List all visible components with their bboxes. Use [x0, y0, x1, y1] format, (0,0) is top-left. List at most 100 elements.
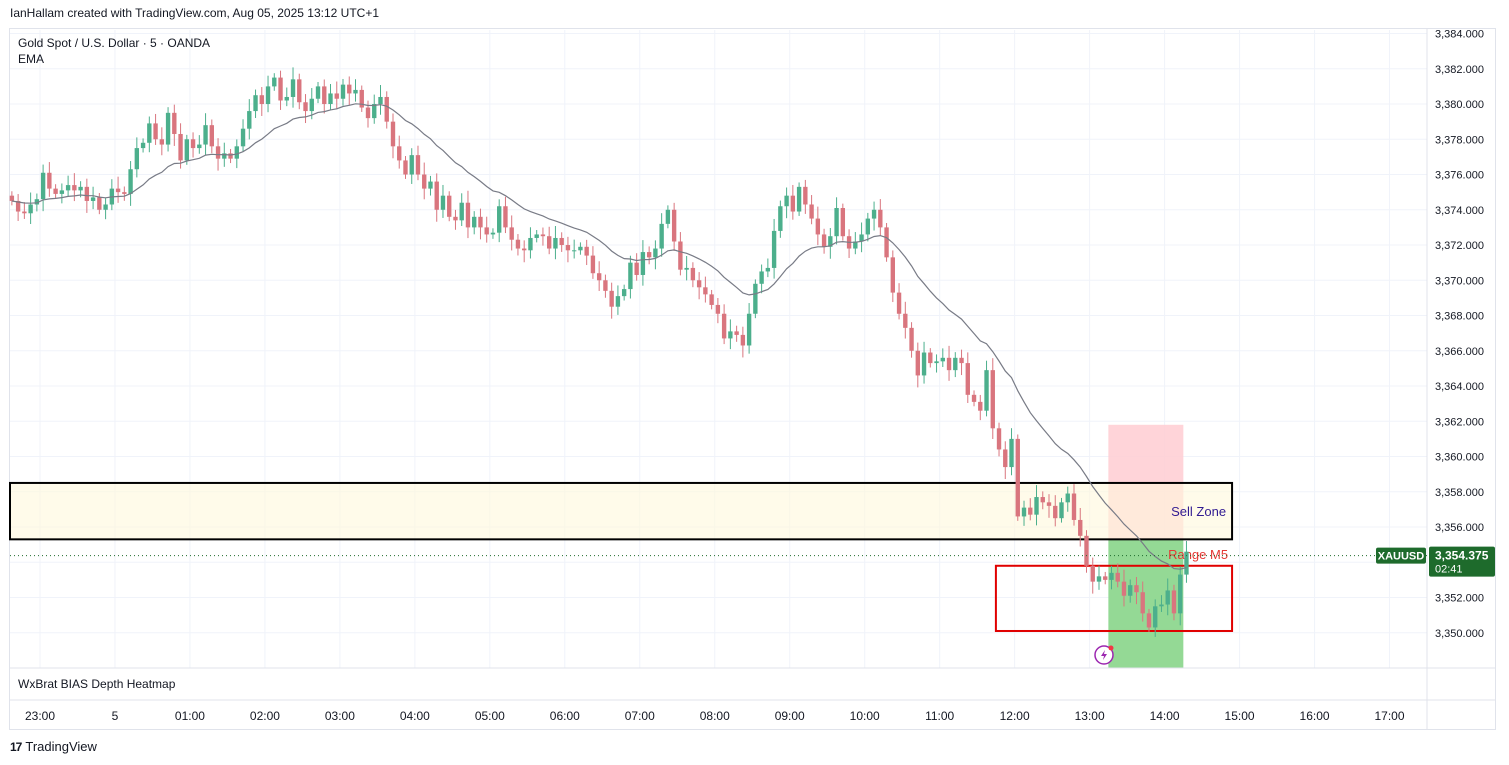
candle-body — [422, 174, 427, 189]
candle-body — [1109, 572, 1114, 580]
x-tick-label: 15:00 — [1225, 709, 1255, 723]
indicator-label[interactable]: EMA — [18, 52, 45, 66]
candle-body — [740, 334, 746, 346]
candle-body — [72, 185, 77, 191]
candle-body — [546, 236, 552, 249]
candle-body — [1146, 613, 1152, 628]
candle-body — [222, 153, 227, 159]
candle-body — [946, 357, 952, 371]
candle-body — [1003, 449, 1008, 468]
candle-body — [515, 239, 521, 249]
heatmap-pane-label[interactable]: WxBrat BIAS Depth Heatmap — [18, 677, 176, 691]
candle-body — [1121, 581, 1127, 596]
candle-body — [34, 199, 40, 205]
candle-body — [265, 86, 271, 105]
candle-body — [603, 280, 608, 291]
candle-body — [534, 234, 539, 238]
candle-body — [1178, 574, 1183, 614]
candle-body — [559, 237, 564, 246]
candle-body — [540, 234, 546, 237]
candle-body — [247, 111, 252, 129]
candle-body — [59, 190, 65, 194]
x-tick-label: 05:00 — [475, 709, 505, 723]
candle-body — [771, 230, 777, 268]
x-tick-label: 02:00 — [250, 709, 280, 723]
candle-body — [190, 139, 196, 149]
candle-body — [1028, 507, 1033, 515]
candle-body — [84, 186, 90, 201]
candle-body — [459, 202, 464, 221]
candle-body — [1015, 438, 1020, 517]
candle-body — [796, 186, 802, 212]
x-tick-label: 10:00 — [850, 709, 880, 723]
y-tick-label: 3,372.000 — [1435, 240, 1484, 252]
symbol-title[interactable]: Gold Spot / U.S. Dollar · 5 · OANDA — [18, 36, 211, 50]
candle-body — [940, 357, 945, 362]
candle-body — [959, 357, 964, 364]
y-tick-label: 3,360.000 — [1435, 452, 1484, 464]
candle-body — [615, 296, 621, 307]
candle-body — [746, 313, 752, 346]
candle-body — [909, 327, 914, 351]
candle-body — [378, 96, 383, 105]
candle-body — [172, 112, 177, 134]
sell-zone-label: Sell Zone — [1171, 504, 1226, 519]
candle-body — [334, 93, 339, 99]
candle-body — [478, 216, 483, 228]
y-tick-label: 3,384.000 — [1435, 29, 1484, 41]
candle-body — [921, 352, 927, 376]
candle-body — [1065, 493, 1070, 503]
chart-frame — [9, 28, 1496, 730]
candle-body — [472, 216, 477, 228]
candle-body — [809, 204, 814, 219]
y-tick-label: 3,382.000 — [1435, 64, 1484, 76]
candles — [9, 67, 1189, 637]
candle-body — [1165, 590, 1170, 605]
candle-body — [596, 273, 602, 281]
candle-body — [240, 128, 246, 147]
candle-body — [1128, 585, 1133, 596]
candle-body — [553, 237, 558, 249]
candle-body — [209, 125, 214, 147]
candle-body — [640, 252, 646, 275]
candle-body — [409, 155, 414, 175]
y-tick-label: 3,380.000 — [1435, 99, 1484, 111]
tv-logo-icon: 17 — [10, 739, 22, 754]
candle-body — [759, 271, 764, 284]
candle-body — [1040, 497, 1045, 503]
candle-body — [928, 352, 933, 364]
x-tick-label: 14:00 — [1150, 709, 1180, 723]
candle-body — [815, 218, 821, 235]
symbol-tag — [1376, 547, 1426, 564]
candle-body — [871, 209, 877, 219]
candle-body — [690, 267, 696, 281]
candle-body — [159, 139, 165, 145]
chart-legend[interactable]: Gold Spot / U.S. Dollar · 5 · OANDA EMA — [18, 35, 210, 67]
y-tick-label: 3,378.000 — [1435, 134, 1484, 146]
tradingview-logo[interactable]: 17 TradingView — [10, 739, 97, 754]
axes: 3,350.0003,352.0003,354.0003,356.0003,35… — [10, 28, 1496, 730]
candle-body — [9, 195, 15, 201]
candle-body — [15, 200, 21, 212]
price-tag-box — [1429, 546, 1495, 577]
candle-body — [178, 133, 183, 161]
candle-body — [578, 246, 583, 251]
candle-body — [1103, 576, 1108, 580]
y-tick-label: 3,376.000 — [1435, 170, 1484, 182]
candle-body — [115, 188, 121, 193]
candle-body — [340, 84, 346, 99]
candle-body — [384, 96, 389, 122]
candle-body — [840, 208, 846, 237]
candle-body — [315, 86, 321, 99]
candle-body — [828, 236, 833, 247]
candle-body — [297, 79, 302, 103]
y-tick-label: 3,364.000 — [1435, 381, 1484, 393]
candle-body — [865, 218, 871, 235]
candle-body — [365, 107, 371, 119]
candle-body — [1071, 493, 1077, 520]
candle-body — [1184, 551, 1189, 575]
y-tick-label: 3,374.000 — [1435, 205, 1484, 217]
candle-body — [372, 104, 377, 119]
candle-body — [284, 96, 289, 101]
